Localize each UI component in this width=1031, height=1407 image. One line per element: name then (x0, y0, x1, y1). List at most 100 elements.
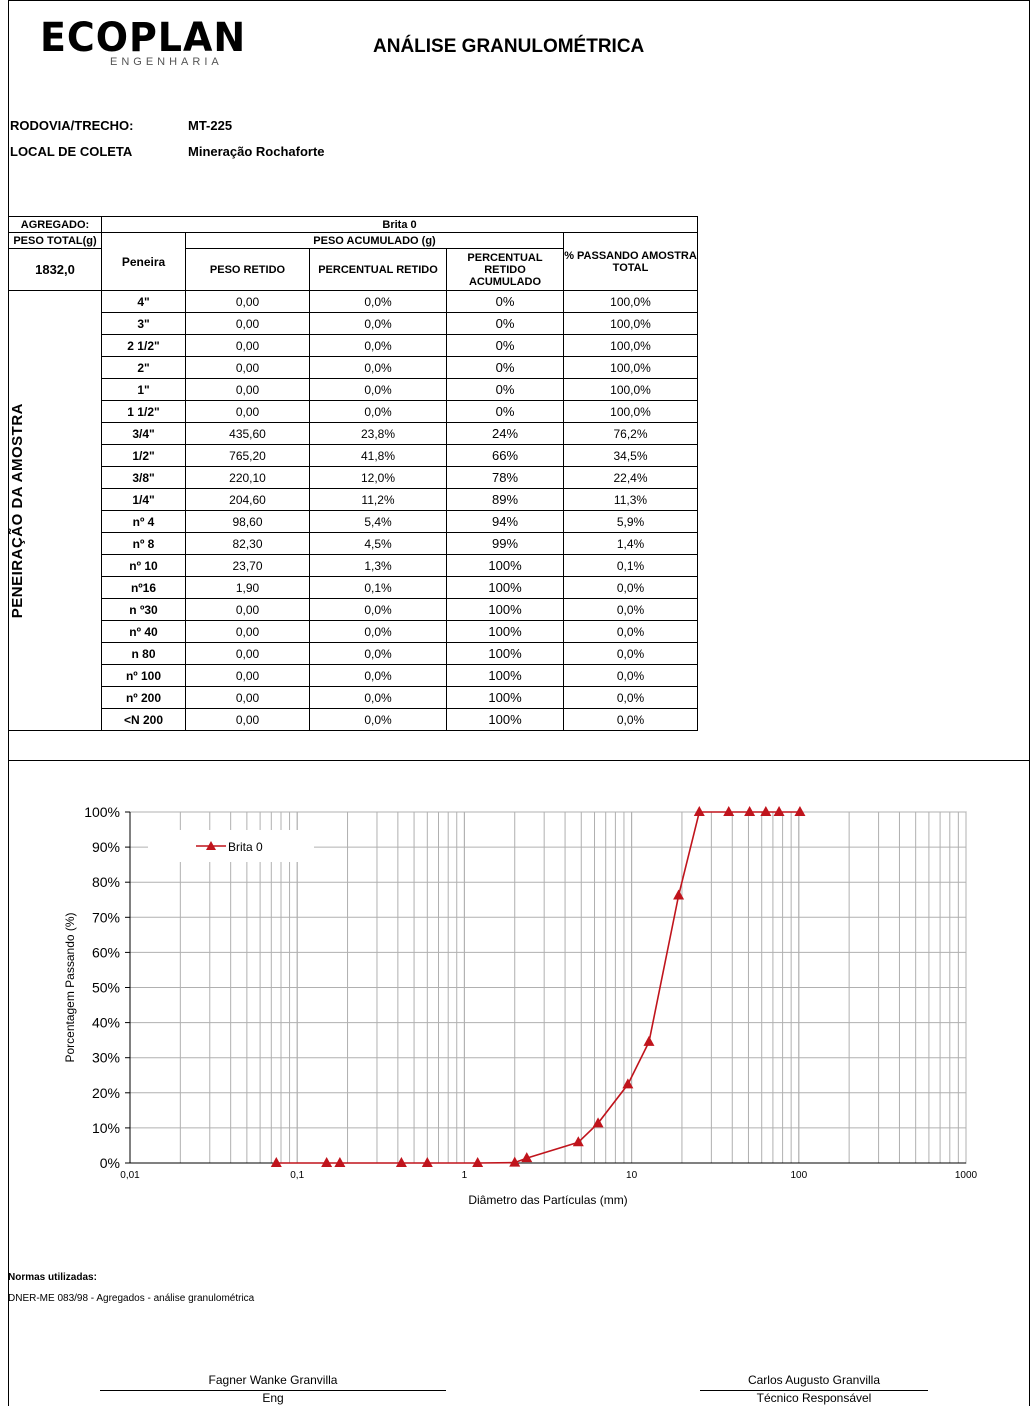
table-row: 1/4" 204,60 11,2% 89% 11,3% (9, 488, 698, 511)
peso-retido-cell: 0,00 (185, 334, 310, 357)
granulometric-chart: 0% 10% 20% 30% 40% 50% 60% 70% 80% 90% 100% 0,01 0,1… (63, 804, 978, 1207)
table-row: nº 8 82,30 4,5% 99% 1,4% (9, 532, 698, 555)
percentual-retido-cell: 23,8% (309, 422, 447, 445)
passando-cell: 22,4% (563, 466, 698, 489)
passando-cell: 0,0% (563, 620, 698, 643)
data-point (693, 806, 705, 816)
table-row: 1" 0,00 0,0% 0% 100,0% (9, 378, 698, 401)
percentual-retido-cell: 1,3% (309, 554, 447, 577)
data-point (673, 889, 685, 900)
sieve-cell: nº 100 (101, 664, 186, 687)
signature-engineer-role: Eng (100, 1390, 446, 1405)
sieve-cell: nº 4 (101, 510, 186, 533)
table-header-row-agregado: AGREGADO: Brita 0 (8, 216, 698, 233)
peso-retido-cell: 0,00 (185, 598, 310, 621)
passando-cell: 0,0% (563, 576, 698, 599)
y-tick-label: 40% (92, 1015, 120, 1031)
meta-rodovia-label: RODOVIA/TRECHO: (10, 118, 134, 133)
percentual-retido-cell: 5,4% (309, 510, 447, 533)
percentual-retido-cell: 0,0% (309, 686, 447, 709)
peso-acumulado-header: PESO ACUMULADO (g) (185, 232, 564, 249)
sieve-cell: 1/4" (101, 488, 186, 511)
meta-local-value: Mineração Rochaforte (188, 144, 325, 159)
x-tick-label: 1000 (955, 1170, 978, 1181)
sieve-cell: 2" (101, 356, 186, 379)
percentual-acumulado-cell: 0% (446, 378, 564, 401)
y-tick-label: 60% (92, 944, 120, 960)
peso-retido-cell: 435,60 (185, 422, 310, 445)
peso-total-label: PESO TOTAL(g) (8, 232, 102, 249)
percentual-retido-cell: 0,0% (309, 400, 447, 423)
y-tick-label: 100% (84, 804, 120, 820)
peso-total-value: 1832,0 (8, 248, 102, 291)
table-header-row-columns: 1832,0 PESO RETIDO PERCENTUAL RETIDO PER… (8, 248, 698, 291)
logo-name: ECOPLAN (40, 15, 247, 61)
peso-retido-cell: 0,00 (185, 400, 310, 423)
percentual-acumulado-cell: 100% (446, 598, 564, 621)
passando-cell: 11,3% (563, 488, 698, 511)
data-point (421, 1157, 433, 1167)
passando-cell: 0,0% (563, 598, 698, 621)
table-row: n º30 0,00 0,0% 100% 0,0% (9, 598, 698, 621)
sieve-cell: 1" (101, 378, 186, 401)
sieve-cell: 1 1/2" (101, 400, 186, 423)
data-point (592, 1117, 604, 1128)
sieve-cell: 2 1/2" (101, 334, 186, 357)
percentual-acumulado-cell: 99% (446, 532, 564, 555)
data-point (723, 806, 735, 816)
table-row: 2" 0,00 0,0% 0% 100,0% (9, 356, 698, 379)
sieve-cell: 3/8" (101, 466, 186, 489)
document-title: ANÁLISE GRANULOMÉTRICA (373, 36, 645, 57)
side-label: PENEIRAÇÃO DA AMOSTRA (9, 402, 26, 619)
passando-cell: 100,0% (563, 356, 698, 379)
x-axis-label: Diâmetro das Partículas (mm) (468, 1193, 627, 1207)
percentual-acumulado-cell: 94% (446, 510, 564, 533)
sieve-cell: n 80 (101, 642, 186, 665)
passando-cell: 34,5% (563, 444, 698, 467)
passando-cell: 0,0% (563, 664, 698, 687)
data-point (509, 1156, 521, 1167)
percentual-acumulado-cell: 0% (446, 356, 564, 379)
passando-cell: 100,0% (563, 290, 698, 313)
passando-cell: 0,0% (563, 642, 698, 665)
data-point (321, 1157, 333, 1167)
table-row: 2 1/2" 0,00 0,0% 0% 100,0% (9, 334, 698, 357)
table-row: nº16 1,90 0,1% 100% 0,0% (9, 576, 698, 599)
y-tick-label: 50% (92, 980, 120, 996)
table-row: nº 4 98,60 5,4% 94% 5,9% (9, 510, 698, 533)
peso-retido-cell: 0,00 (185, 378, 310, 401)
y-tick-label: 10% (92, 1120, 120, 1136)
sieve-cell: n º30 (101, 598, 186, 621)
peso-retido-cell: 0,00 (185, 312, 310, 335)
side-label-cell: PENEIRAÇÃO DA AMOSTRA (8, 290, 102, 731)
data-point (643, 1035, 655, 1046)
meta-local: LOCAL DE COLETA Mineração Rochaforte (10, 144, 325, 159)
peso-retido-cell: 0,00 (185, 686, 310, 709)
percentual-retido-cell: 0,0% (309, 664, 447, 687)
table-row: <N 200 0,00 0,0% 100% 0,0% (9, 708, 698, 731)
table-row: nº 10 23,70 1,3% 100% 0,1% (9, 554, 698, 577)
percentual-acumulado-cell: 0% (446, 400, 564, 423)
sieve-cell: 3/4" (101, 422, 186, 445)
percentual-acumulado-cell: 78% (446, 466, 564, 489)
y-tick-label: 20% (92, 1085, 120, 1101)
table-row: 1/2" 765,20 41,8% 66% 34,5% (9, 444, 698, 467)
passando-cell: 1,4% (563, 532, 698, 555)
percentual-retido-cell: 0,0% (309, 334, 447, 357)
peso-retido-cell: 0,00 (185, 708, 310, 731)
table-row: nº 40 0,00 0,0% 100% 0,0% (9, 620, 698, 643)
peso-retido-cell: 82,30 (185, 532, 310, 555)
table-row: nº 200 0,00 0,0% 100% 0,0% (9, 686, 698, 709)
x-tick-label: 0,01 (120, 1170, 140, 1181)
data-point (760, 806, 772, 816)
y-axis-label: Porcentagem Passando (%) (63, 912, 77, 1062)
peso-retido-cell: 0,00 (185, 642, 310, 665)
table-row: 3" 0,00 0,0% 0% 100,0% (9, 312, 698, 335)
percentual-acumulado-cell: 100% (446, 664, 564, 687)
y-tick-label: 80% (92, 874, 120, 890)
passando-cell: 100,0% (563, 312, 698, 335)
section-divider (8, 760, 1030, 761)
passando-cell: 100,0% (563, 378, 698, 401)
percentual-acumulado-cell: 24% (446, 422, 564, 445)
peso-retido-cell: 0,00 (185, 356, 310, 379)
